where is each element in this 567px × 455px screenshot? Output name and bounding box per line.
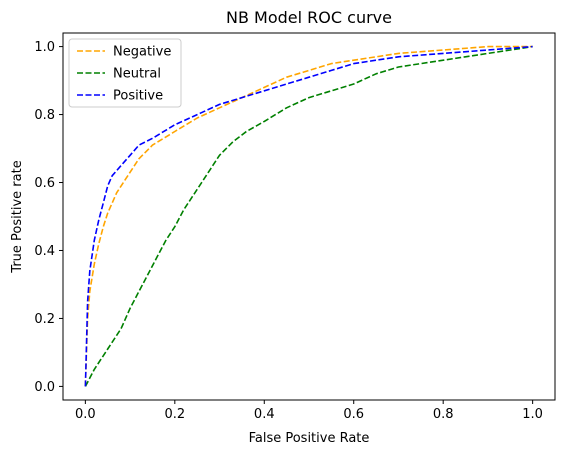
y-tick-label: 0.6	[34, 176, 55, 191]
x-tick-label: 0.2	[164, 407, 185, 422]
x-axis: 0.0 0.2 0.4 0.6 0.8 1.0	[75, 400, 543, 422]
y-axis: 0.0 0.2 0.4 0.6 0.8 1.0	[34, 40, 63, 395]
y-tick-label: 0.8	[34, 108, 55, 123]
x-tick-label: 0.8	[433, 407, 454, 422]
legend-label-negative: Negative	[113, 45, 171, 60]
series-line-neutral	[84, 45, 533, 387]
legend: Negative Neutral Positive	[68, 38, 182, 108]
y-tick-label: 1.0	[34, 40, 55, 55]
y-tick-label: 0.2	[34, 312, 55, 327]
y-tick-label: 0.4	[34, 244, 55, 259]
plot-frame	[62, 32, 556, 401]
x-tick-label: 0.0	[75, 407, 96, 422]
series-line-positive	[84, 45, 533, 387]
legend-box	[68, 38, 182, 108]
legend-label-positive: Positive	[113, 89, 163, 104]
series-line-negative	[84, 45, 533, 387]
y-tick-label: 0.0	[34, 380, 55, 395]
x-tick-label: 0.6	[343, 407, 364, 422]
legend-label-neutral: Neutral	[113, 67, 161, 82]
y-axis-label: True Positive rate	[10, 160, 25, 273]
x-tick-label: 0.4	[254, 407, 275, 422]
chart-title: NB Model ROC curve	[226, 8, 392, 27]
x-axis-label: False Positive Rate	[249, 431, 370, 446]
x-tick-label: 1.0	[522, 407, 543, 422]
plot-area	[84, 45, 533, 387]
